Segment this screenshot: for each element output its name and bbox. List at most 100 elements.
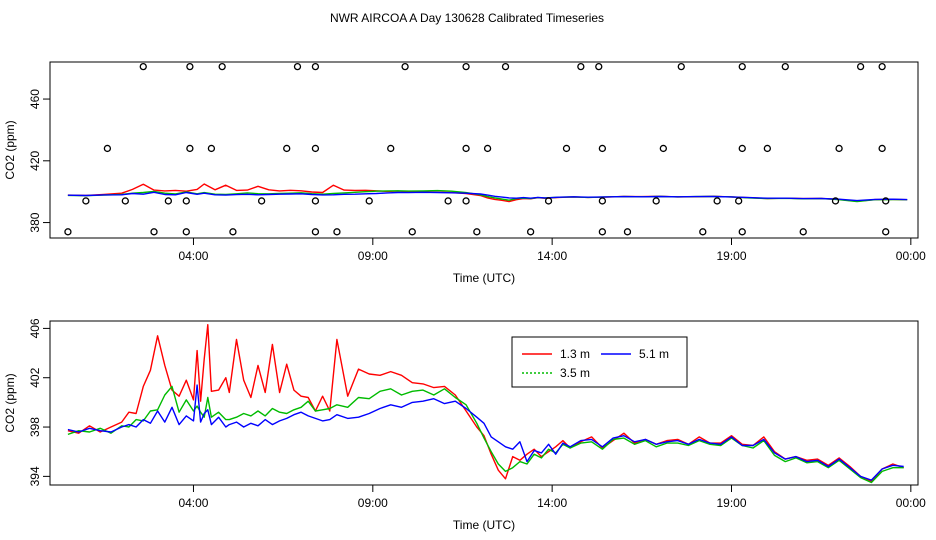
top-scatter-point xyxy=(544,197,553,205)
bottom-y-tick-label: 406 xyxy=(28,318,42,338)
top-scatter-point xyxy=(387,144,395,153)
top-series-line-2 xyxy=(67,191,908,202)
top-scatter-point xyxy=(408,228,416,236)
bottom-x-tick-label: 09:00 xyxy=(358,496,388,510)
top-scatter-point xyxy=(311,228,320,236)
top-x-tick-label: 00:00 xyxy=(896,249,926,263)
top-scatter-point xyxy=(462,62,470,71)
top-scatter-point xyxy=(311,62,320,71)
top-scatter-point xyxy=(462,197,470,205)
bottom-legend-label: 1.3 m xyxy=(560,347,590,361)
top-scatter-point xyxy=(882,228,890,236)
bottom-x-tick-label: 04:00 xyxy=(178,496,208,510)
top-scatter-point xyxy=(150,228,158,236)
top-scatter-point xyxy=(218,62,226,71)
top-scatter-point xyxy=(735,197,743,205)
bottom-panel: 04:00 09:00 14:00 19:00 00:00 394 398 402 406 Tim… xyxy=(3,318,926,532)
top-scatter-point xyxy=(333,228,341,236)
top-scatter-point xyxy=(882,197,890,205)
top-scatter-point xyxy=(229,228,237,236)
bottom-legend: 1.3 m 3.5 m 5.1 m xyxy=(511,336,688,388)
top-y-axis-label: CO2 (ppm) xyxy=(3,120,17,179)
top-scatter-point xyxy=(623,228,632,236)
bottom-legend-box xyxy=(511,336,688,388)
top-scatter-point xyxy=(186,144,194,153)
bottom-y-tick-label: 402 xyxy=(28,367,42,387)
top-scatter-point xyxy=(82,197,90,205)
top-scatter-point xyxy=(139,62,147,71)
top-plot-frame xyxy=(49,61,919,239)
top-scatter-series xyxy=(64,62,890,236)
top-scatter-point xyxy=(501,62,510,71)
bottom-series-line-3-5-m xyxy=(67,385,904,484)
bottom-series-line-1-3-m xyxy=(67,324,904,482)
top-scatter-point xyxy=(738,228,746,236)
bottom-x-axis-label: Time (UTC) xyxy=(453,518,515,532)
top-scatter-point xyxy=(878,62,886,71)
top-panel: 04:00 09:00 14:00 19:00 00:00 380 420 460 Time (… xyxy=(3,61,926,285)
top-scatter-point xyxy=(164,197,173,205)
top-scatter-point xyxy=(763,144,772,153)
bottom-plot-frame xyxy=(49,320,919,486)
top-scatter-point xyxy=(182,197,190,205)
top-y-tick-label: 420 xyxy=(28,150,42,170)
top-scatter-point xyxy=(738,144,746,153)
top-scatter-point xyxy=(577,62,585,71)
top-scatter-point xyxy=(598,197,607,205)
top-scatter-point xyxy=(257,197,266,205)
bottom-y-tick-label: 394 xyxy=(28,466,42,486)
top-scatter-point xyxy=(652,197,660,205)
bottom-plot-area xyxy=(67,324,904,484)
bottom-x-tick-label: 14:00 xyxy=(537,496,567,510)
top-scatter-point xyxy=(831,197,840,205)
top-scatter-point xyxy=(121,197,129,205)
top-scatter-point xyxy=(182,228,190,236)
top-x-tick-label: 19:00 xyxy=(716,249,746,263)
top-scatter-point xyxy=(595,62,603,71)
top-scatter-point xyxy=(738,62,746,71)
bottom-y-tick-label: 398 xyxy=(28,417,42,437)
bottom-x-tick-label: 00:00 xyxy=(896,496,926,510)
top-scatter-point xyxy=(64,228,72,236)
top-scatter-point xyxy=(311,197,320,205)
top-scatter-point xyxy=(186,62,194,71)
top-y-tick-label: 460 xyxy=(28,89,42,109)
top-scatter-point xyxy=(677,62,685,71)
top-scatter-point xyxy=(365,197,373,205)
top-scatter-point xyxy=(799,228,807,236)
top-scatter-point xyxy=(781,62,789,71)
top-series-line-1 xyxy=(67,189,908,203)
top-scatter-point xyxy=(473,228,481,236)
top-y-tick-label: 380 xyxy=(28,212,42,232)
bottom-series-line-5-1-m xyxy=(67,384,904,481)
top-x-tick-label: 04:00 xyxy=(178,249,208,263)
top-scatter-point xyxy=(444,197,452,205)
top-scatter-point xyxy=(856,62,865,71)
figure-title: NWR AIRCOA A Day 130628 Calibrated Times… xyxy=(330,11,604,25)
top-plot-area xyxy=(64,62,908,236)
top-scatter-point xyxy=(401,62,409,71)
top-scatter-point xyxy=(293,62,302,71)
top-scatter-point xyxy=(659,144,667,153)
top-x-tick-label: 09:00 xyxy=(358,249,388,263)
top-scatter-point xyxy=(526,228,535,236)
bottom-x-tick-label: 19:00 xyxy=(716,496,746,510)
top-scatter-point xyxy=(207,144,216,153)
bottom-legend-label: 3.5 m xyxy=(560,366,590,380)
top-x-axis-label: Time (UTC) xyxy=(453,271,515,285)
top-scatter-point xyxy=(713,197,721,205)
bottom-y-axis-label: CO2 (ppm) xyxy=(3,373,17,432)
top-scatter-point xyxy=(878,144,886,153)
top-scatter-point xyxy=(835,144,843,153)
top-scatter-point xyxy=(103,144,112,153)
top-scatter-point xyxy=(483,144,492,153)
top-x-tick-label: 14:00 xyxy=(537,249,567,263)
top-scatter-point xyxy=(283,144,291,153)
bottom-legend-label: 5.1 m xyxy=(639,347,669,361)
top-scatter-point xyxy=(598,228,607,236)
top-scatter-point xyxy=(462,144,470,153)
top-scatter-point xyxy=(699,228,707,236)
top-scatter-point xyxy=(598,144,607,153)
top-scatter-point xyxy=(311,144,320,153)
